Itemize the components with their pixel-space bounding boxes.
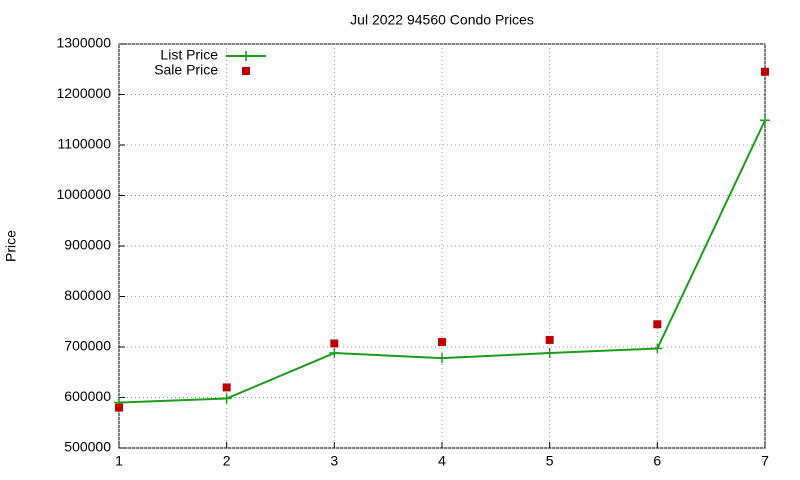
- point: [329, 348, 340, 359]
- x-tick-label: 1: [115, 453, 123, 469]
- point: [544, 348, 555, 359]
- x-tick-label: 6: [653, 453, 661, 469]
- x-tick-label: 3: [330, 453, 338, 469]
- point: [760, 115, 770, 126]
- x-tick-label: 2: [223, 453, 231, 469]
- point: [115, 403, 123, 412]
- y-tick-label: 1000000: [56, 186, 111, 202]
- point: [545, 335, 554, 344]
- point: [221, 393, 232, 404]
- y-tick-label: 800000: [64, 287, 111, 303]
- point: [761, 67, 769, 76]
- x-tick-label: 4: [438, 453, 446, 469]
- y-tick-label: 900000: [64, 237, 111, 253]
- chart-title: Jul 2022 94560 Condo Prices: [350, 12, 534, 28]
- y-tick-label: 600000: [64, 388, 111, 404]
- x-tick-label: 5: [546, 453, 554, 469]
- legend-marker: [242, 67, 250, 75]
- legend-label: Sale Price: [154, 62, 218, 78]
- point: [222, 383, 231, 392]
- legend-label: List Price: [160, 47, 218, 63]
- y-tick-label: 1200000: [56, 85, 111, 101]
- y-axis-label: Price: [3, 230, 19, 262]
- point: [330, 339, 339, 348]
- point: [652, 343, 663, 354]
- y-tick-label: 500000: [64, 439, 111, 455]
- y-tick-label: 1300000: [56, 35, 111, 51]
- point: [437, 353, 447, 364]
- point: [653, 320, 662, 329]
- legend-marker: [241, 51, 251, 61]
- x-tick-label: 7: [761, 453, 769, 469]
- point: [438, 337, 446, 346]
- y-tick-label: 700000: [64, 338, 111, 354]
- y-tick-label: 1100000: [58, 136, 112, 152]
